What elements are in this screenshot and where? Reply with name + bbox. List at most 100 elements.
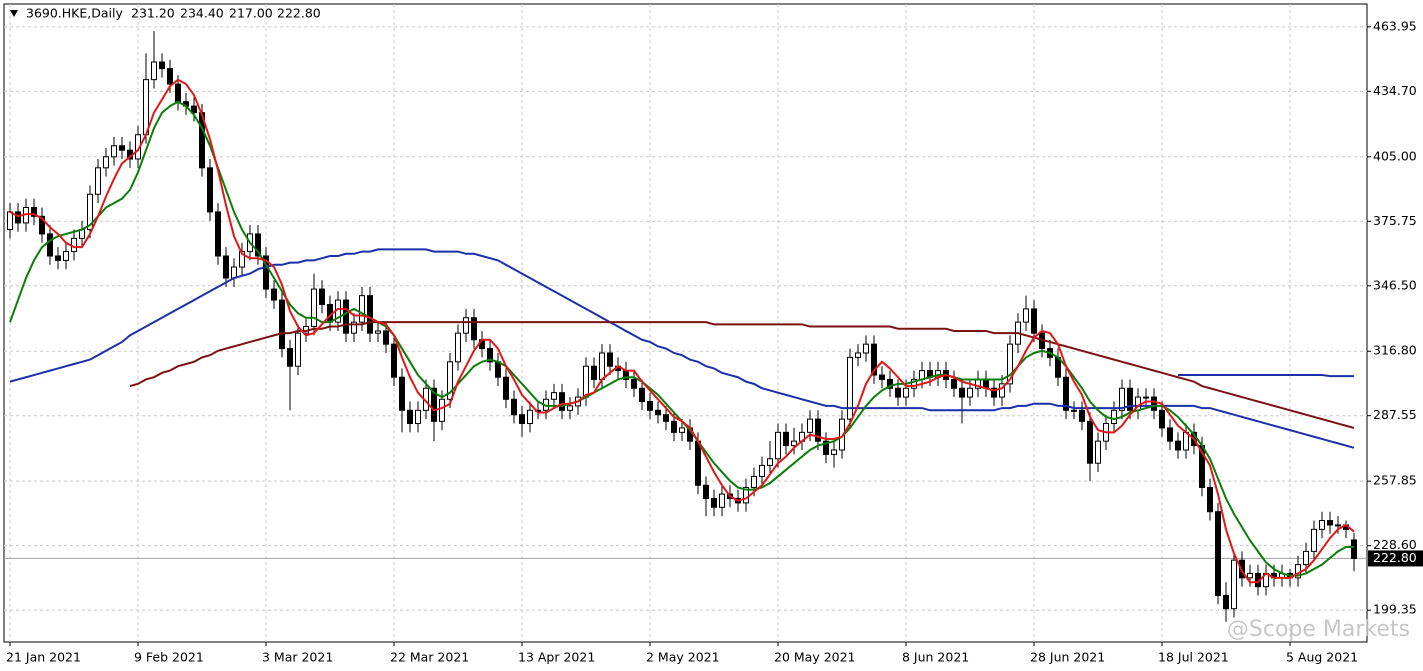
candle-body xyxy=(527,409,533,425)
candle-body xyxy=(1031,308,1037,334)
indicator-line xyxy=(1178,374,1354,378)
y-tick-label: 287.55 xyxy=(1373,407,1417,422)
candle-body xyxy=(1023,308,1029,323)
candle-body xyxy=(71,237,77,253)
x-tick-label: 13 Apr 2021 xyxy=(518,650,595,665)
x-tick-label: 20 May 2021 xyxy=(774,650,856,665)
candle-body xyxy=(175,83,181,103)
candle-body xyxy=(951,378,957,389)
candle-body xyxy=(279,299,285,350)
candle-body xyxy=(967,387,973,398)
candle-body xyxy=(871,343,877,376)
candle-body xyxy=(223,255,229,279)
x-tick-label: 21 Jan 2021 xyxy=(6,650,81,665)
candle-body xyxy=(847,356,853,420)
candle-body xyxy=(719,493,725,508)
candle-body xyxy=(1351,539,1357,559)
candle-body xyxy=(671,420,677,433)
candle-body xyxy=(767,458,773,466)
candle-body xyxy=(1207,486,1213,513)
candle-body xyxy=(255,233,261,257)
y-tick-label: 199.35 xyxy=(1373,602,1417,617)
candle-body xyxy=(1319,520,1325,530)
candle-body xyxy=(159,61,165,70)
indicator-line xyxy=(9,248,1355,449)
candle-body xyxy=(495,361,501,378)
candle-body xyxy=(1111,409,1117,425)
candle-body xyxy=(319,288,325,305)
candle-body xyxy=(591,365,597,380)
candle-body xyxy=(207,167,213,213)
candle-body xyxy=(39,215,45,235)
candle-body xyxy=(679,427,685,433)
candle-body xyxy=(647,400,653,411)
candle-body xyxy=(271,288,277,301)
candle-body xyxy=(431,387,437,422)
candle-body xyxy=(351,321,357,334)
x-tick-label: 3 Mar 2021 xyxy=(262,650,333,665)
candle-body xyxy=(111,145,117,158)
candle-body xyxy=(383,330,389,345)
candle-body xyxy=(655,409,661,416)
candle-body xyxy=(1335,524,1341,527)
candle-body xyxy=(455,332,461,363)
candle-body xyxy=(1311,528,1317,552)
candle-body xyxy=(1063,376,1069,411)
candle-body xyxy=(703,484,709,499)
collapse-icon xyxy=(10,10,18,17)
candle-body xyxy=(783,431,789,447)
candle-body xyxy=(1007,343,1013,385)
candle-body xyxy=(63,251,69,261)
candle-body xyxy=(1175,440,1181,451)
candle-body xyxy=(863,343,869,354)
candle-body xyxy=(583,365,589,398)
candle-body xyxy=(639,387,645,402)
candle-body xyxy=(1087,420,1093,464)
candle-body xyxy=(1159,409,1165,429)
candle-body xyxy=(215,211,221,257)
candle-body xyxy=(471,317,477,341)
candle-body xyxy=(519,414,525,425)
candle-body xyxy=(895,387,901,398)
candle-body xyxy=(295,332,301,367)
candle-body xyxy=(807,418,813,433)
candle-body xyxy=(487,348,493,363)
x-tick-label: 2 May 2021 xyxy=(646,650,720,665)
candle-body xyxy=(1119,387,1125,411)
candle-body xyxy=(1079,409,1085,422)
candle-body xyxy=(231,266,237,279)
candle-body xyxy=(831,449,837,455)
price-tag xyxy=(1368,550,1423,567)
high-label: 234.40 xyxy=(180,6,224,21)
candle-body xyxy=(463,317,469,334)
candle-body xyxy=(855,352,861,358)
y-tick-label: 375.75 xyxy=(1373,213,1417,228)
close-label: 222.80 xyxy=(277,6,321,21)
candle-body xyxy=(999,383,1005,398)
candle-body xyxy=(15,211,21,224)
candle-body xyxy=(103,156,109,169)
candle-body xyxy=(415,409,421,425)
y-tick-label: 257.85 xyxy=(1373,473,1417,488)
grid xyxy=(4,4,1367,642)
x-tick-label: 28 Jun 2021 xyxy=(1030,650,1105,665)
candle-body xyxy=(311,288,317,328)
candle-body xyxy=(167,68,173,85)
candle-body xyxy=(95,167,101,195)
candle-body xyxy=(711,497,717,508)
candle-body xyxy=(1127,387,1133,411)
candle-body xyxy=(599,352,605,380)
x-tick-label: 9 Feb 2021 xyxy=(134,650,204,665)
candle-body xyxy=(567,405,573,411)
price-tag-label: 222.80 xyxy=(1373,550,1417,565)
candle-body xyxy=(551,392,557,400)
candle-body xyxy=(87,193,93,231)
indicator-line xyxy=(129,321,1355,429)
candle-body xyxy=(367,295,373,334)
candle-body xyxy=(1247,572,1253,579)
candle-body xyxy=(607,352,613,367)
candle-body xyxy=(879,374,885,380)
y-tick-label: 434.70 xyxy=(1373,83,1417,98)
candle-body xyxy=(511,398,517,416)
